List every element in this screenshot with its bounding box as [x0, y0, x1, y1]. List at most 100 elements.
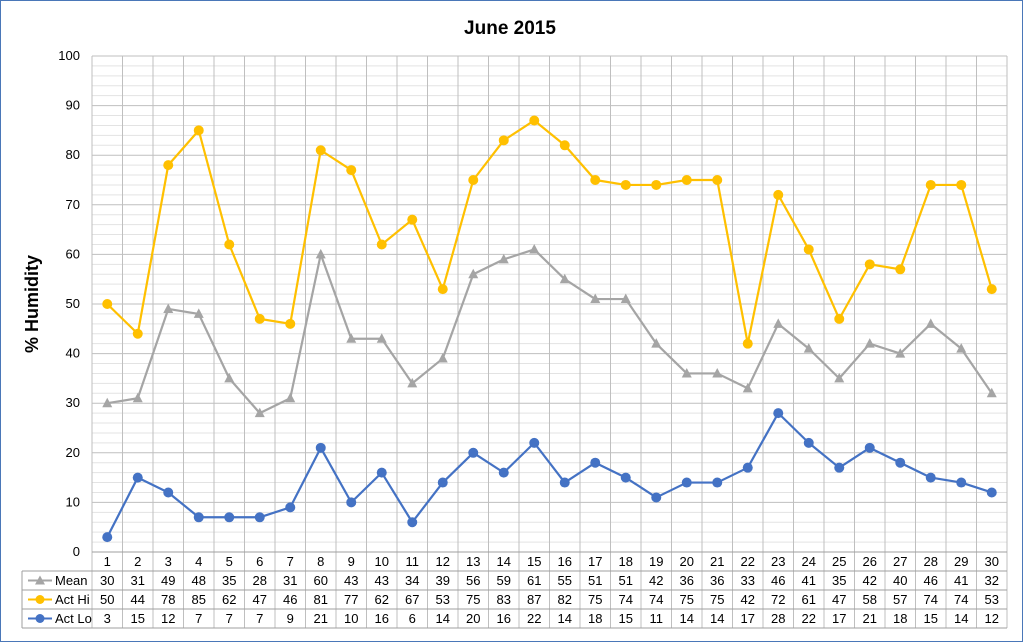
table-value: 31	[283, 573, 297, 588]
table-value: 41	[954, 573, 968, 588]
table-value: 18	[893, 611, 907, 626]
data-point-triangle	[132, 392, 143, 403]
x-tick-label: 4	[195, 554, 202, 569]
data-point-circle	[193, 512, 204, 523]
table-value: 49	[161, 573, 175, 588]
table-value: 61	[802, 592, 816, 607]
table-value: 75	[680, 592, 694, 607]
table-value: 18	[588, 611, 602, 626]
data-point-circle	[620, 179, 631, 190]
data-point-circle	[681, 175, 692, 185]
data-point-circle	[285, 502, 296, 513]
data-point-circle	[742, 338, 753, 349]
data-point-circle	[986, 284, 997, 295]
data-point-circle	[163, 160, 174, 171]
data-point-circle	[315, 442, 326, 453]
table-value: 57	[893, 592, 907, 607]
y-tick-label: 70	[66, 197, 80, 212]
data-point-circle	[376, 239, 387, 250]
data-point-circle	[925, 179, 936, 190]
table-value: 28	[253, 573, 267, 588]
data-point-circle	[346, 165, 357, 176]
table-value: 7	[256, 611, 263, 626]
table-value: 35	[832, 573, 846, 588]
table-value: 31	[131, 573, 145, 588]
table-value: 7	[226, 611, 233, 626]
data-point-triangle	[163, 303, 174, 313]
data-point-triangle	[254, 407, 265, 418]
table-value: 14	[680, 611, 694, 626]
table-value: 40	[893, 573, 907, 588]
y-tick-labels: 0 10 20 30 40 50 60 70 80 90 100	[58, 48, 80, 559]
x-tick-label: 21	[710, 554, 724, 569]
legend-circle-marker	[35, 595, 45, 604]
data-point-circle	[407, 214, 418, 225]
data-point-circle	[803, 437, 814, 448]
table-value: 51	[619, 573, 633, 588]
table-value: 36	[710, 573, 724, 588]
data-point-circle	[193, 125, 204, 136]
data-point-triangle	[590, 293, 601, 304]
table-value: 21	[314, 611, 328, 626]
series-line	[106, 119, 993, 345]
data-point-circle	[834, 313, 845, 324]
table-value: 35	[222, 573, 236, 588]
x-tick-label: 27	[893, 554, 907, 569]
table-value: 74	[619, 592, 633, 607]
data-point-circle	[163, 487, 174, 498]
table-value: 42	[863, 573, 877, 588]
data-point-circle	[712, 477, 723, 488]
table-value: 74	[954, 592, 968, 607]
table-value: 53	[985, 592, 999, 607]
data-point-circle	[407, 517, 418, 528]
x-tick-label: 16	[558, 554, 572, 569]
x-tick-label: 30	[985, 554, 999, 569]
x-tick-label: 14	[497, 554, 511, 569]
table-value: 51	[588, 573, 602, 588]
data-point-circle	[376, 467, 387, 478]
table-value: 81	[314, 592, 328, 607]
table-value: 53	[436, 592, 450, 607]
data-point-triangle	[651, 338, 662, 348]
data-point-circle	[895, 457, 906, 468]
x-tick-label: 17	[588, 554, 602, 569]
data-point-circle	[132, 472, 143, 483]
table-value: 46	[283, 592, 297, 607]
table-value: 55	[558, 573, 572, 588]
data-point-circle	[468, 447, 479, 458]
x-tick-label: 25	[832, 554, 846, 569]
data-point-circle	[315, 145, 326, 156]
table-value: 30	[100, 573, 114, 588]
y-tick-label: 10	[66, 494, 80, 509]
data-point-circle	[498, 135, 509, 146]
y-tick-label: 40	[66, 346, 80, 361]
data-point-circle	[590, 457, 601, 468]
x-tick-label: 29	[954, 554, 968, 569]
data-point-circle	[590, 175, 601, 185]
data-point-circle	[651, 179, 662, 190]
data-point-circle	[254, 512, 265, 523]
table-value: 16	[497, 611, 511, 626]
table-value: 60	[314, 573, 328, 588]
legend-triangle-marker	[35, 575, 45, 585]
y-tick-label: 90	[66, 98, 80, 113]
data-point-circle	[102, 532, 113, 543]
data-point-triangle	[681, 367, 692, 378]
data-point-triangle	[498, 253, 509, 264]
table-value: 62	[222, 592, 236, 607]
x-tick-label: 10	[375, 554, 389, 569]
table-value: 44	[131, 592, 145, 607]
table-value: 83	[497, 592, 511, 607]
x-tick-label: 22	[741, 554, 755, 569]
table-value: 11	[650, 611, 664, 626]
series-line	[106, 412, 993, 538]
data-point-triangle	[803, 343, 814, 353]
data-point-circle	[102, 299, 113, 309]
table-value: 87	[527, 592, 541, 607]
data-point-triangle	[437, 353, 448, 363]
data-point-triangle	[864, 338, 875, 348]
data-table: 1 2 3 4 5 6 7 8 9 10 11 12 13 14 15 16 17 18 19 20 21 22 23 24 2…	[21, 551, 1007, 629]
data-point-triangle	[925, 318, 936, 328]
data-point-triangle	[712, 367, 723, 378]
table-value: 14	[436, 611, 450, 626]
